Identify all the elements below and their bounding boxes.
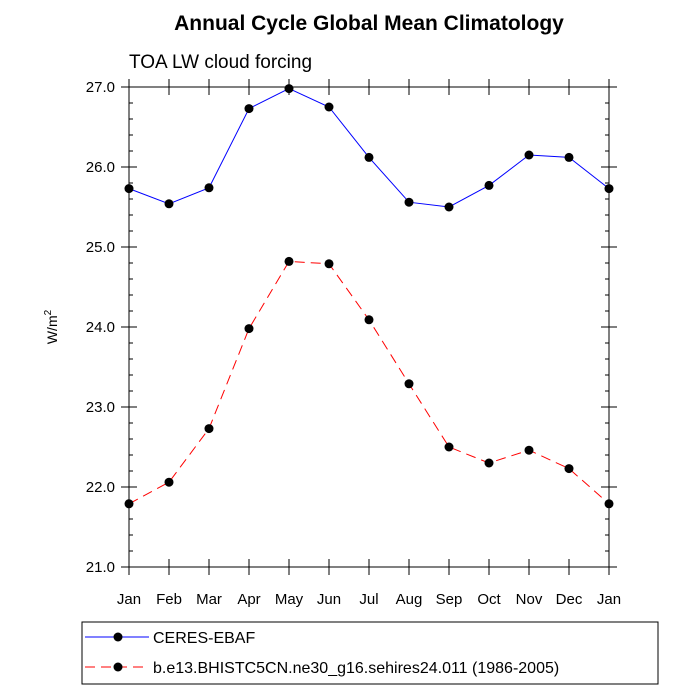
series-line-1 xyxy=(128,260,610,505)
data-point xyxy=(524,445,534,455)
y-tick-label: 25.0 xyxy=(86,239,115,256)
legend-marker xyxy=(113,662,123,672)
data-point xyxy=(244,104,254,114)
series-line-0 xyxy=(128,88,610,208)
x-tick-label: Oct xyxy=(477,591,501,608)
data-point xyxy=(564,152,574,162)
data-point xyxy=(404,379,414,389)
data-point xyxy=(524,150,534,160)
y-tick-label: 26.0 xyxy=(86,159,115,176)
y-tick-label: 21.0 xyxy=(86,559,115,576)
data-point xyxy=(284,84,294,94)
data-point xyxy=(164,199,174,209)
x-tick-label: Jun xyxy=(317,591,341,608)
y-tick-label: 27.0 xyxy=(86,79,115,96)
legend-label: b.e13.BHISTC5CN.ne30_g16.sehires24.011 (… xyxy=(153,660,559,677)
data-point xyxy=(204,183,214,193)
y-axis-label-superscript: 2 xyxy=(43,309,54,315)
svg-text:W/m2: W/m2 xyxy=(43,309,60,344)
legend-box xyxy=(81,621,659,685)
plot-axes: 21.0 22.0 23.0 24.0 25.0 26.0 27.0 Jan Feb Mar Apr… xyxy=(86,79,621,608)
x-tick-label: Apr xyxy=(237,591,260,608)
x-tick-label: Jan xyxy=(117,591,141,608)
x-tick-label: Dec xyxy=(556,591,583,608)
legend-label: CERES-EBAF xyxy=(153,630,255,647)
series-layer xyxy=(124,84,614,509)
data-point xyxy=(484,180,494,190)
x-tick-label: Mar xyxy=(196,591,222,608)
data-point xyxy=(484,458,494,468)
x-tick-label: Feb xyxy=(156,591,182,608)
data-point xyxy=(324,259,334,269)
x-tick-label: Sep xyxy=(436,591,463,608)
chart-subtitle: TOA LW cloud forcing xyxy=(129,52,312,73)
data-point xyxy=(204,424,214,434)
chart-title: Annual Cycle Global Mean Climatology xyxy=(174,12,564,35)
x-tick-label: Aug xyxy=(396,591,423,608)
data-point xyxy=(324,102,334,112)
y-tick-label: 24.0 xyxy=(86,319,115,336)
data-point xyxy=(444,442,454,452)
x-tick-label: Jan xyxy=(597,591,621,608)
x-tick-label: Jul xyxy=(359,591,378,608)
data-point xyxy=(404,197,414,207)
y-axis-label-text: W/m xyxy=(44,315,60,344)
legend-marker xyxy=(113,632,123,642)
legend: CERES-EBAF b.e13.BHISTC5CN.ne30_g16.sehir… xyxy=(81,621,659,685)
y-tick-label: 23.0 xyxy=(86,399,115,416)
y-axis-label: W/m2 xyxy=(43,309,60,344)
y-tick-label: 22.0 xyxy=(86,479,115,496)
data-point xyxy=(164,477,174,487)
data-point xyxy=(364,152,374,162)
x-tick-label: Nov xyxy=(516,591,543,608)
data-point xyxy=(444,202,454,212)
plot-frame xyxy=(128,86,610,568)
x-tick-label: May xyxy=(275,591,304,608)
data-point xyxy=(364,315,374,325)
data-point xyxy=(564,464,574,474)
data-point xyxy=(244,324,254,334)
data-point xyxy=(284,256,294,266)
